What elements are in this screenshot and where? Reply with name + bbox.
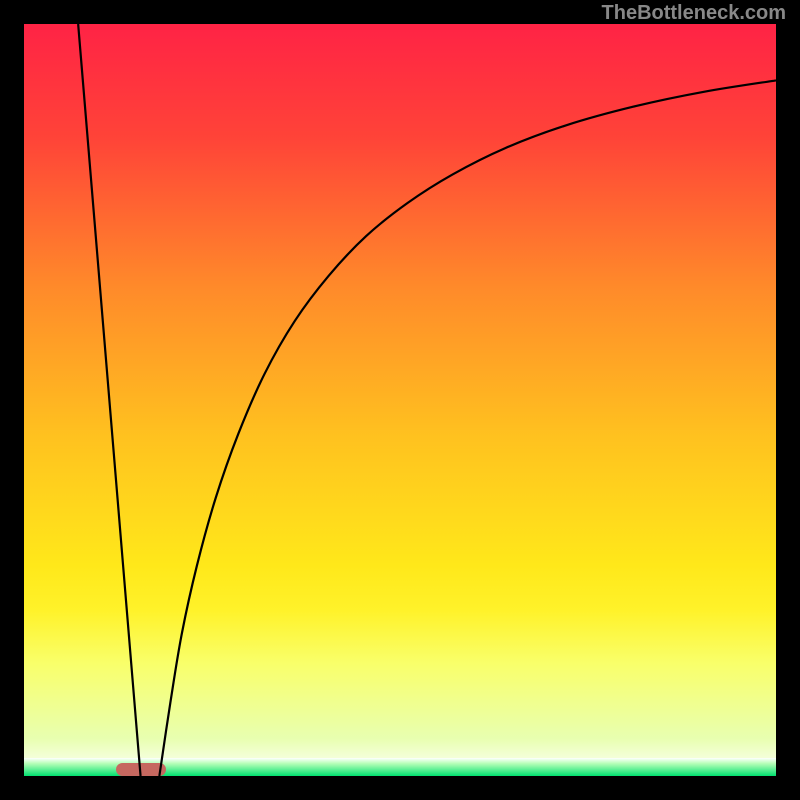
bottleneck-curve bbox=[24, 24, 776, 776]
watermark-text: TheBottleneck.com bbox=[602, 2, 786, 25]
